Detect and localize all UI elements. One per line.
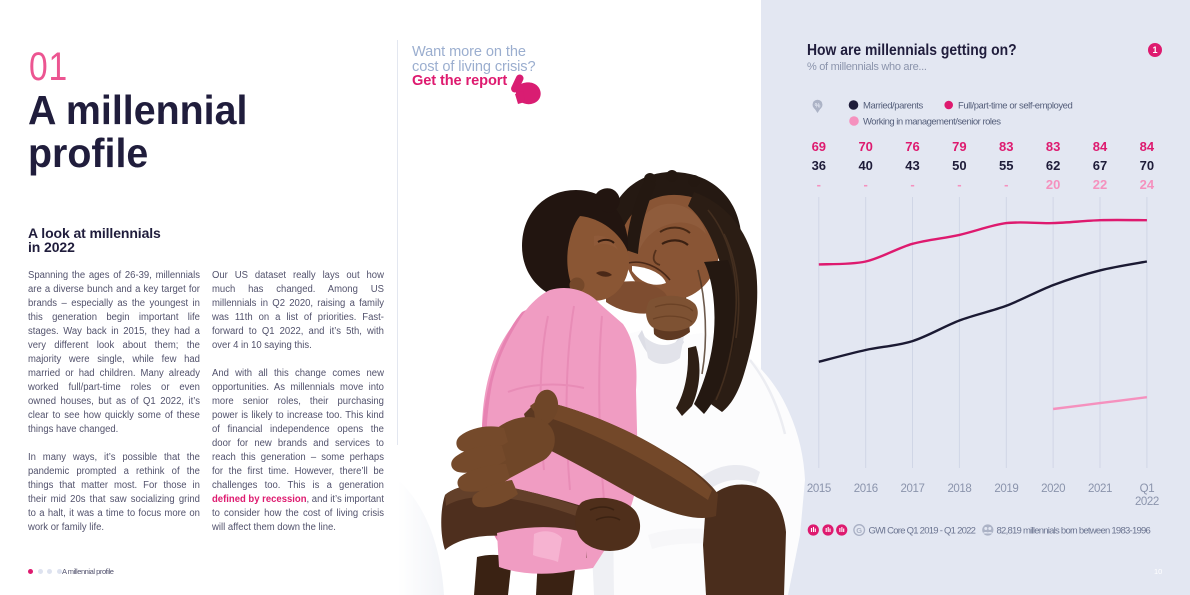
svg-text:Working in management/senior r: Working in management/senior roles bbox=[863, 116, 1001, 127]
svg-text:GWI Core Q1 2019 - Q1 2022: GWI Core Q1 2019 - Q1 2022 bbox=[869, 525, 976, 536]
svg-text:Married/parents: Married/parents bbox=[863, 100, 923, 111]
svg-text:G: G bbox=[856, 526, 862, 535]
svg-text:Full/part-time or self-employe: Full/part-time or self-employed bbox=[958, 100, 1073, 111]
svg-text:82,819 millennials born betwee: 82,819 millennials born between 1983-199… bbox=[997, 525, 1151, 536]
svg-text:%: % bbox=[815, 102, 821, 109]
